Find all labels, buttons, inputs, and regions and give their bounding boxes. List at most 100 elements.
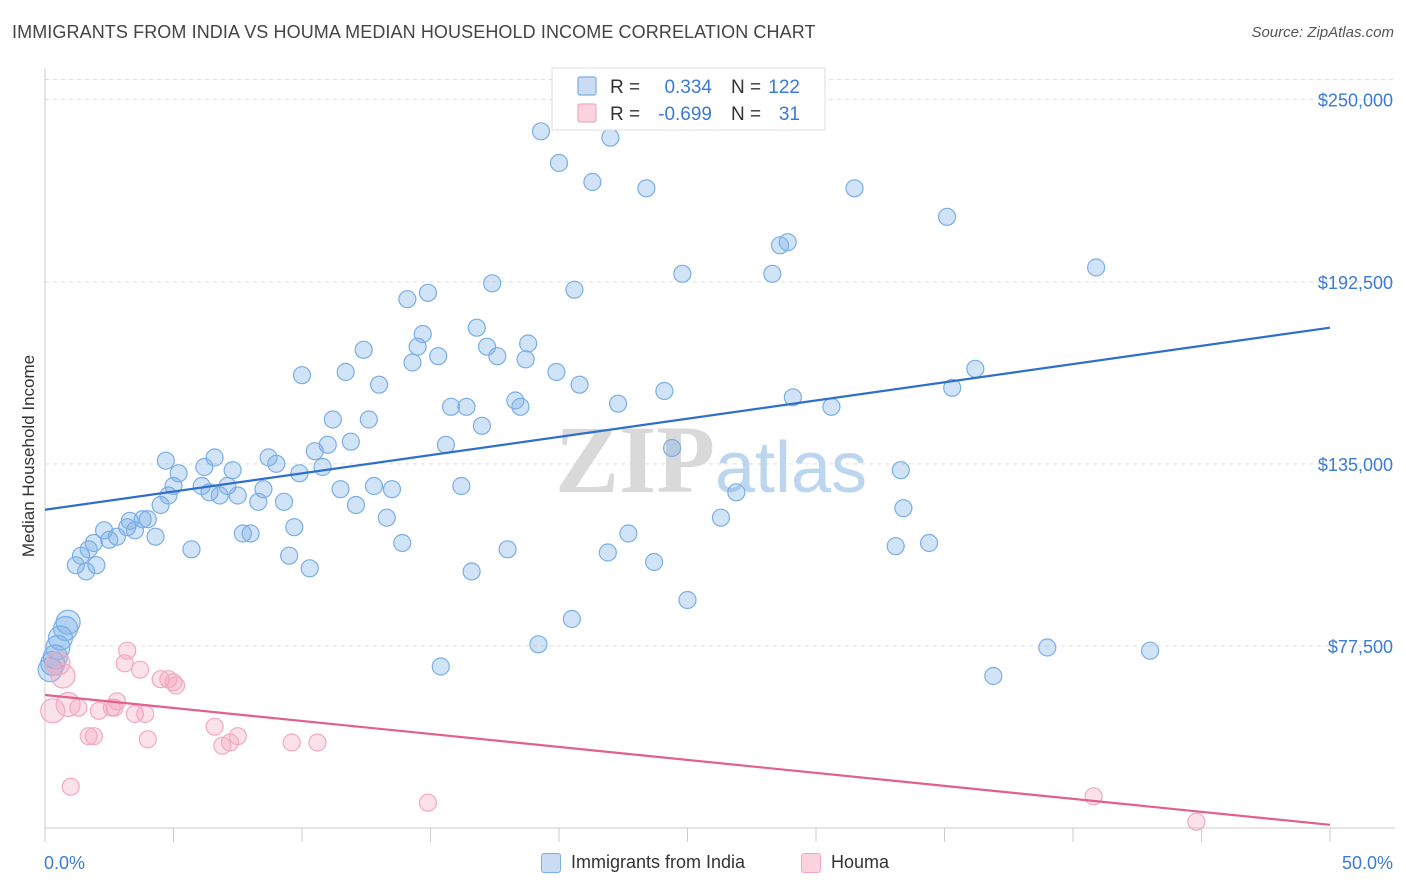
india-point	[431, 657, 450, 676]
india-point	[529, 635, 548, 654]
india-point	[205, 448, 224, 467]
india-point	[937, 207, 957, 226]
india-point	[562, 609, 581, 629]
india-point	[313, 457, 332, 477]
india-point	[377, 508, 396, 527]
india-point	[886, 537, 905, 556]
legend-label-houma: Houma	[831, 852, 890, 872]
india-point	[241, 524, 260, 543]
india-point	[570, 375, 589, 394]
axes	[44, 68, 1395, 842]
india-point	[943, 378, 962, 397]
india-point	[457, 397, 476, 416]
houma-point	[418, 793, 438, 812]
india-point	[274, 492, 294, 511]
india-point	[644, 552, 664, 572]
india-point	[845, 179, 864, 198]
india-point	[364, 476, 384, 496]
legend-swatch-india	[541, 852, 561, 873]
india-point	[436, 435, 456, 454]
india-point	[822, 397, 841, 416]
india-point	[619, 524, 638, 543]
india-point	[318, 435, 337, 454]
india-point	[398, 290, 417, 309]
stats-n-value: 122	[768, 77, 800, 98]
india-point	[133, 510, 152, 529]
india-point	[84, 533, 103, 553]
india-point	[583, 172, 602, 192]
india-point	[483, 274, 502, 293]
gridlines	[45, 79, 1395, 647]
india-point	[331, 480, 350, 499]
legend-label-india: Immigrants from India	[571, 852, 746, 872]
india-point	[565, 280, 584, 299]
india-point	[323, 410, 342, 429]
india-point	[359, 410, 378, 429]
watermark-atlas: atlas	[715, 428, 867, 508]
india-point	[77, 562, 96, 581]
india-point	[609, 394, 628, 413]
india-point	[452, 476, 471, 496]
india-point	[472, 416, 491, 435]
chart-title: IMMIGRANTS FROM INDIA VS HOUMA MEDIAN HO…	[12, 22, 816, 42]
y-axis-title: Median Household Income	[19, 355, 38, 557]
houma-point	[282, 733, 301, 752]
series-legend: Immigrants from India Houma	[0, 852, 1406, 878]
legend-item-india[interactable]: Immigrants from India	[541, 852, 745, 873]
source-label: Source: ZipAtlas.com	[1251, 24, 1394, 41]
houma-points	[40, 641, 1206, 831]
stats-swatch-india	[577, 76, 597, 96]
watermark: ZIP atlas	[555, 406, 867, 513]
india-point	[763, 264, 782, 283]
india-point	[254, 480, 273, 499]
trend-lines	[44, 326, 1331, 826]
india-point	[601, 128, 620, 147]
india-point	[285, 518, 304, 537]
india-point	[393, 533, 412, 553]
stats-swatch-houma	[577, 103, 597, 123]
india-point	[156, 451, 175, 470]
houma-point	[228, 727, 247, 746]
houma-point	[40, 698, 66, 724]
india-point	[727, 483, 746, 502]
india-trend-line	[44, 326, 1331, 511]
houma-point	[61, 777, 80, 796]
india-point	[531, 122, 551, 141]
houma-point	[308, 733, 327, 752]
x-tick-labels: 0.0% 50.0%	[44, 853, 1393, 873]
stats-n-label: N =	[731, 77, 761, 98]
stats-legend: R = 0.334 N = 122 R = -0.699 N = 31	[551, 67, 826, 131]
india-point	[382, 480, 402, 499]
stats-r-label: R =	[610, 104, 640, 125]
y-tick-label: $250,000	[1318, 91, 1393, 111]
legend-item-houma[interactable]: Houma	[801, 852, 889, 873]
india-point	[146, 527, 165, 546]
legend-swatch-houma	[801, 852, 821, 873]
stats-r-value: 0.334	[664, 77, 712, 98]
houma-point	[69, 698, 88, 717]
india-point	[678, 590, 697, 610]
india-point	[894, 499, 913, 518]
india-point	[413, 324, 432, 344]
india-point	[662, 438, 682, 458]
houma-point	[50, 663, 76, 689]
india-point	[891, 461, 910, 480]
houma-point	[130, 660, 150, 679]
india-point	[1038, 638, 1057, 657]
india-point	[1087, 258, 1106, 277]
houma-point	[45, 650, 71, 676]
houma-point	[84, 727, 103, 746]
india-point	[336, 362, 355, 382]
india-point	[223, 461, 242, 480]
x-tick-label-max: 50.0%	[1342, 853, 1393, 873]
india-point	[637, 179, 656, 198]
india-point	[711, 508, 731, 527]
india-point	[547, 362, 566, 382]
india-point	[1140, 641, 1160, 660]
india-point	[462, 562, 481, 581]
india-point	[87, 556, 106, 575]
stats-n-label: N =	[731, 104, 761, 125]
houma-point	[79, 727, 98, 746]
houma-point	[205, 717, 224, 736]
